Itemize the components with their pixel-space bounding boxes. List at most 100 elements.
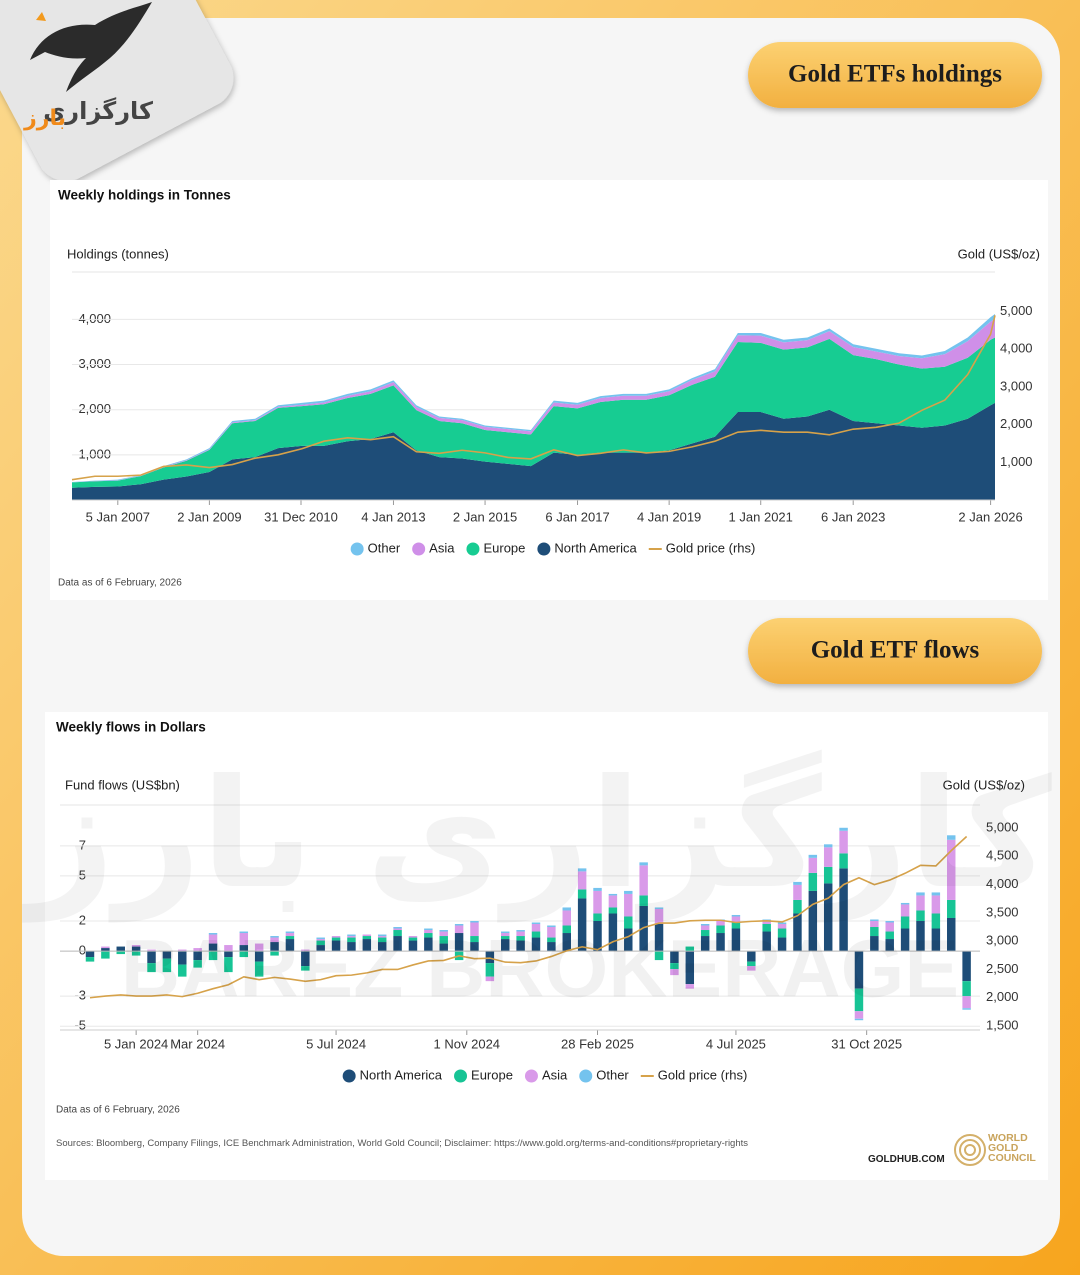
chart: Weekly holdings in Tonnes Holdings (tonne… [50, 180, 1048, 600]
bar [731, 928, 741, 952]
bar [731, 922, 741, 929]
bar [639, 865, 648, 896]
bar [916, 910, 925, 921]
bar [700, 925, 710, 931]
bar [793, 884, 802, 900]
bar [593, 913, 602, 921]
bar [562, 907, 571, 911]
y2-tick-label: 1,500 [986, 1017, 1019, 1032]
area [72, 402, 995, 500]
bar [485, 976, 495, 982]
bar [854, 988, 864, 1012]
plot [60, 827, 980, 1021]
y-tick-label: -5 [74, 1018, 86, 1033]
x-tick-label: Mar 2024 [170, 1036, 225, 1051]
bar [962, 1008, 971, 1010]
bar [854, 1011, 864, 1019]
bar [839, 868, 848, 952]
bar [562, 910, 571, 926]
bar [547, 942, 556, 952]
bar [593, 890, 602, 914]
bar [331, 940, 341, 952]
y2-tick-label: 2,000 [986, 989, 1019, 1004]
bar [439, 931, 448, 937]
bar [547, 925, 556, 928]
bar [439, 936, 448, 944]
x-tick-label: 1 Nov 2024 [434, 1036, 501, 1051]
bar [700, 930, 710, 937]
bar [178, 951, 187, 965]
bar [562, 925, 571, 934]
legend-swatch [454, 1069, 468, 1083]
bar [239, 945, 249, 952]
y2-tick-label: 4,500 [986, 848, 1019, 863]
x-tick-label: 5 Jan 2007 [86, 509, 150, 524]
bar [808, 890, 818, 952]
bar [608, 913, 618, 952]
bar [101, 951, 110, 959]
legend-label: Europe [483, 540, 525, 555]
x-tick-label: 1 Jan 2021 [729, 509, 793, 524]
bar [762, 931, 771, 952]
pill-shape [748, 42, 1042, 108]
logo-bird [30, 2, 152, 92]
bar [316, 940, 325, 946]
bar [424, 930, 433, 934]
bar [193, 960, 202, 968]
bar [101, 948, 110, 952]
y-tick-label: 3,000 [78, 356, 111, 371]
bar [808, 857, 818, 873]
bar [162, 951, 172, 959]
y2-tick-label: 3,000 [986, 933, 1019, 948]
bar [439, 930, 448, 932]
bar [839, 830, 848, 854]
wgc-mark [954, 1134, 986, 1166]
bar [870, 919, 879, 921]
bar [562, 933, 571, 952]
bar [670, 963, 679, 970]
bar [593, 920, 602, 952]
bar [624, 893, 633, 917]
bar [593, 887, 602, 891]
y2-tick-label: 1,000 [1000, 454, 1033, 469]
x-tick-label: 6 Jan 2023 [821, 509, 885, 524]
y-axis-label: Holdings (tonnes) [67, 246, 169, 261]
bar [193, 951, 202, 961]
bar [516, 931, 525, 937]
bar [885, 939, 894, 952]
bar [470, 936, 479, 943]
bar [654, 908, 664, 925]
bar [531, 924, 541, 932]
bar [347, 936, 356, 938]
bar [393, 928, 402, 931]
bar [962, 996, 971, 1009]
bar [424, 937, 433, 952]
bar [116, 951, 125, 955]
bar [393, 930, 402, 937]
bar [485, 963, 495, 977]
y2-axis-label: Gold (US$/oz) [943, 777, 1025, 792]
chart-title: Weekly flows in Dollars [56, 720, 206, 735]
bar [531, 931, 541, 938]
bar [731, 914, 741, 917]
sources: Sources: Bloomberg, Company Filings, ICE… [56, 1138, 749, 1149]
bar [470, 920, 479, 923]
bar [454, 925, 464, 934]
bar [501, 939, 510, 952]
bar [747, 951, 756, 962]
bar [808, 872, 818, 891]
bar [316, 937, 325, 940]
bar [900, 928, 910, 952]
bar [347, 937, 356, 943]
section-pill: Gold ETF flows [748, 618, 1042, 684]
bar [393, 927, 402, 929]
bar [654, 951, 664, 961]
bar [424, 928, 433, 931]
bar [547, 937, 556, 943]
bar [147, 963, 156, 973]
bar [193, 948, 202, 952]
bar [931, 895, 941, 914]
bar [685, 951, 695, 985]
logo: کارگزاری بارز [0, 0, 234, 181]
